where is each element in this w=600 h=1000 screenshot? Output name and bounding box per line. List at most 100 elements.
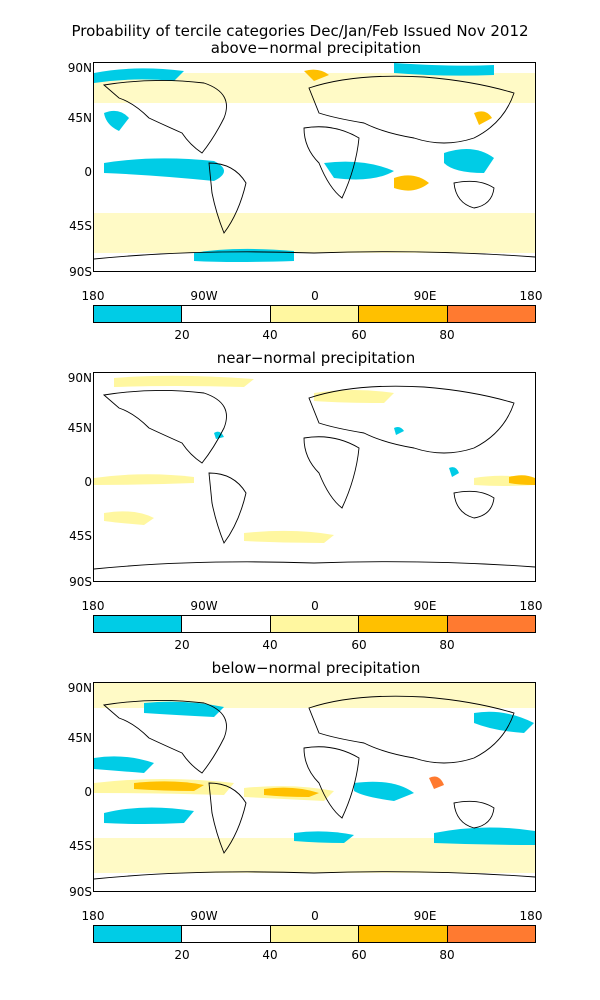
cyan-region xyxy=(94,756,154,773)
world-map xyxy=(93,682,536,892)
panel-subtitle: above−normal precipitation xyxy=(210,39,422,57)
lon-label: 0 xyxy=(311,599,319,613)
colorbar-segment xyxy=(270,926,360,942)
australia-outline xyxy=(453,490,495,519)
antarctica-outline xyxy=(94,561,535,570)
africa-outline xyxy=(303,746,360,819)
south-america-outline xyxy=(208,472,247,544)
panel-subtitle: below−normal precipitation xyxy=(211,659,421,677)
colorbar-segment xyxy=(270,306,360,322)
colorbar-segment xyxy=(359,616,448,632)
cyan-region xyxy=(104,807,194,824)
colorbar-tick-label: 20 xyxy=(174,328,190,342)
lon-label: 180 xyxy=(519,599,543,613)
colorbar-tick-label: 40 xyxy=(262,638,278,652)
cyan-region xyxy=(434,827,535,845)
above-region xyxy=(104,511,154,525)
lat-label: 45S xyxy=(69,529,92,543)
africa-outline xyxy=(303,126,360,199)
lat-label: 45S xyxy=(69,839,92,853)
lon-label: 90W xyxy=(190,909,218,923)
lat-label: 90S xyxy=(69,265,92,279)
colorbar-segment xyxy=(182,306,271,322)
cyan-region xyxy=(354,781,414,801)
lon-label: 180 xyxy=(81,599,105,613)
lon-label: 180 xyxy=(81,289,105,303)
colorbar-tick-label: 20 xyxy=(174,638,190,652)
australia-outline xyxy=(453,180,495,209)
colorbar-segment xyxy=(359,306,448,322)
above-region xyxy=(244,530,334,543)
above-region xyxy=(314,390,394,403)
lon-label: 90E xyxy=(413,599,437,613)
cyan-region xyxy=(104,110,129,131)
colorbar xyxy=(93,615,536,633)
lon-label: 180 xyxy=(519,909,543,923)
lon-label: 0 xyxy=(311,289,319,303)
lat-label: 90N xyxy=(67,371,92,385)
colorbar-tick-label: 80 xyxy=(439,328,455,342)
colorbar-tick-label: 60 xyxy=(351,638,367,652)
colorbar-segment xyxy=(182,616,271,632)
cyan-region xyxy=(94,68,184,83)
lat-label: 45S xyxy=(69,219,92,233)
coastlines xyxy=(94,75,535,260)
orange-region xyxy=(304,69,329,81)
cyan-region xyxy=(144,701,224,717)
map-svg xyxy=(94,375,535,570)
map-svg xyxy=(94,63,535,262)
panel-above-normal: above−normal precipitation xyxy=(0,0,600,341)
coastlines xyxy=(94,385,535,570)
orange-region xyxy=(429,776,444,789)
colorbar-tick-label: 80 xyxy=(439,638,455,652)
cyan-region xyxy=(394,63,494,76)
colorbar-tick-label: 20 xyxy=(174,948,190,962)
cyan-region xyxy=(474,711,534,733)
eurasia-outline xyxy=(308,695,515,764)
colorbar-segment xyxy=(270,616,360,632)
colorbar-tick-label: 80 xyxy=(439,948,455,962)
shading-layer xyxy=(94,683,535,873)
panel-near-normal: near−normal precipitation xyxy=(0,310,600,651)
above-region xyxy=(114,375,254,387)
coastlines xyxy=(94,695,535,880)
colorbar-segment xyxy=(359,926,448,942)
lat-label: 0 xyxy=(84,165,92,179)
africa-outline xyxy=(303,436,360,509)
lon-label: 180 xyxy=(519,289,543,303)
orange-region xyxy=(474,111,492,125)
lat-label: 0 xyxy=(84,475,92,489)
cyan-region xyxy=(444,149,494,173)
figure-title: Probability of tercile categories Dec/Ja… xyxy=(71,22,529,40)
lon-label: 0 xyxy=(311,909,319,923)
south-america-outline xyxy=(208,162,247,234)
world-map xyxy=(93,372,536,582)
colorbar-tick-label: 60 xyxy=(351,948,367,962)
colorbar-segment xyxy=(94,306,183,322)
panel-subtitle: near−normal precipitation xyxy=(216,349,416,367)
colorbar-segment xyxy=(94,926,183,942)
south-america-outline xyxy=(208,782,247,854)
colorbar-segment xyxy=(447,926,536,942)
orange-region xyxy=(394,175,429,191)
eurasia-outline xyxy=(308,75,515,144)
colorbar-segment xyxy=(94,616,183,632)
shading-layer xyxy=(94,63,535,262)
world-map xyxy=(93,62,536,272)
lat-label: 0 xyxy=(84,785,92,799)
lon-label: 90E xyxy=(413,289,437,303)
lon-label: 180 xyxy=(81,909,105,923)
lat-label: 90S xyxy=(69,575,92,589)
lat-label: 90S xyxy=(69,885,92,899)
cyan-region xyxy=(104,158,224,181)
lat-label: 45N xyxy=(67,421,92,435)
colorbar xyxy=(93,305,536,323)
above-region xyxy=(94,474,194,485)
orange-region xyxy=(509,475,535,485)
orange-region xyxy=(264,787,319,797)
north-america-outline xyxy=(102,699,227,774)
lat-label: 90N xyxy=(67,681,92,695)
panel-below-normal: below−normal precipitation xyxy=(0,620,600,961)
cyan-region xyxy=(394,427,404,435)
cyan-region xyxy=(294,831,354,843)
